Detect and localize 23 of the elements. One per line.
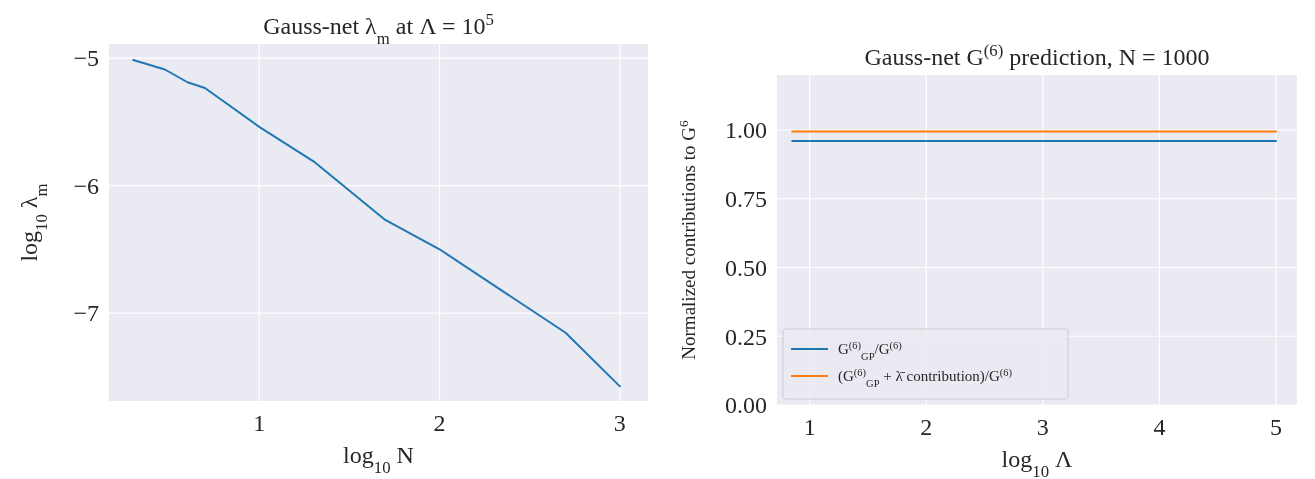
y-tick-label: −6	[73, 172, 99, 199]
x-axis-title: log$_{10}$ Λ	[1001, 446, 1074, 479]
y-tick-label: 0.75	[725, 186, 767, 213]
x-tick-label: 3	[613, 410, 626, 436]
y-tick-label: 0.25	[725, 323, 767, 350]
legend-label: (G$^{(6)}$$_{GP}$ + λ̄ contribution)/G$^{(6)}$	[838, 366, 1013, 389]
x-tick-label: 2	[433, 410, 446, 436]
x-tick-label: 3	[1036, 414, 1049, 440]
legend-label: G$^{(6)}$$_{GP}$/G$^{(6)}$	[838, 339, 903, 362]
chart-title: Gauss-net G$^{(6)}$ prediction, N = 1000	[864, 40, 1210, 70]
x-tick-label: 1	[253, 410, 266, 436]
x-tick-label: 4	[1153, 414, 1166, 440]
x-tick-label: 1	[803, 414, 816, 440]
line-series	[132, 58, 621, 388]
y-tick-label: 1.00	[725, 117, 767, 144]
y-tick-label: −7	[73, 300, 99, 327]
chart-title: Gauss-net λ$_{m}$ at Λ = 10$^{5}$	[263, 9, 494, 48]
y-tick-label: 0.50	[725, 254, 767, 281]
y-tick-label: −5	[73, 45, 99, 72]
y-tick-label: 0.00	[725, 392, 767, 419]
x-tick-label: 5	[1270, 414, 1283, 440]
x-axis-title: log$_{10}$ N	[343, 442, 414, 477]
x-tick-label: 2	[920, 414, 933, 440]
